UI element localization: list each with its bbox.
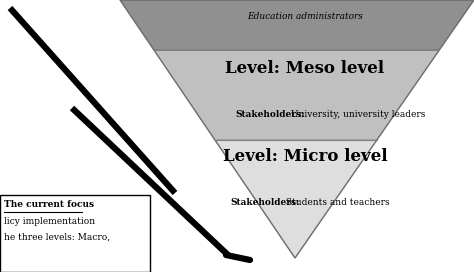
Text: licy implementation: licy implementation xyxy=(4,217,95,226)
Text: Education administrators: Education administrators xyxy=(247,12,363,21)
Text: Students and teachers: Students and teachers xyxy=(283,198,390,207)
Text: Stakeholders:: Stakeholders: xyxy=(235,110,304,119)
Polygon shape xyxy=(154,50,439,140)
Polygon shape xyxy=(215,140,377,258)
Bar xyxy=(0,195,150,272)
Text: Level: Meso level: Level: Meso level xyxy=(226,60,384,77)
Text: Stakeholders:: Stakeholders: xyxy=(230,198,300,207)
Text: he three levels: Macro,: he three levels: Macro, xyxy=(4,233,110,242)
Text: University, university leaders: University, university leaders xyxy=(288,110,425,119)
Text: Level: Micro level: Level: Micro level xyxy=(223,148,387,165)
Polygon shape xyxy=(120,0,474,50)
Text: The current focus: The current focus xyxy=(4,200,94,209)
